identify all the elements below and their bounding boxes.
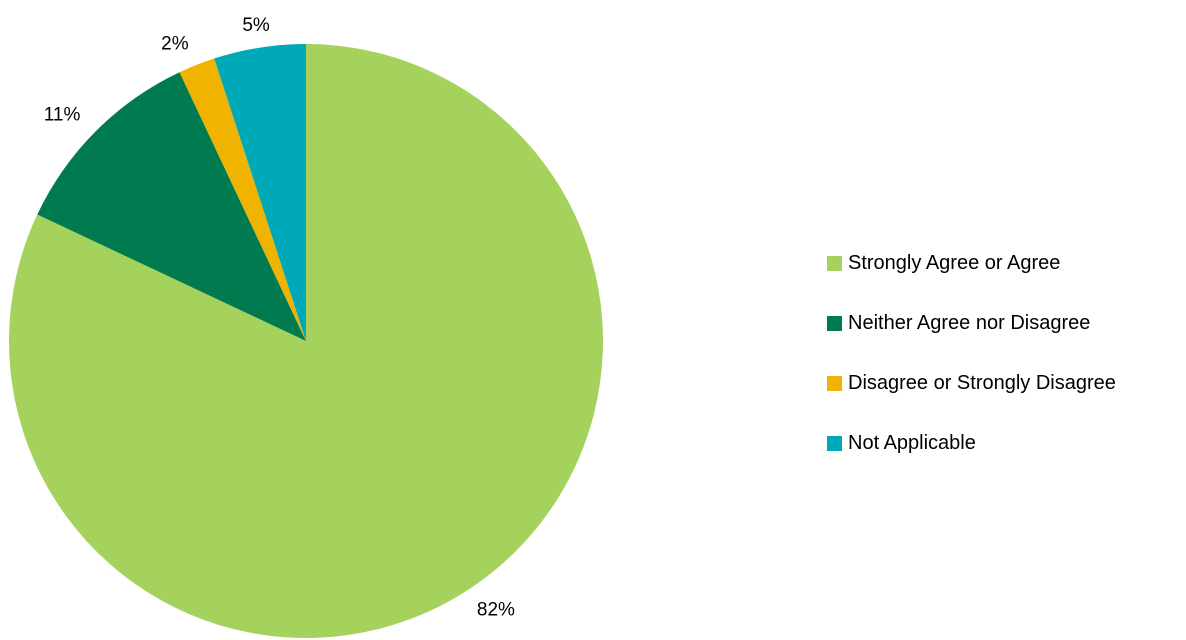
- legend-swatch-disagree: [827, 375, 842, 391]
- legend-item-strongly-agree: Strongly Agree or Agree: [827, 248, 1116, 278]
- legend-swatch-not-applicable: [827, 435, 842, 451]
- legend-label-disagree: Disagree or Strongly Disagree: [848, 371, 1116, 394]
- pie-slice-not-applicable: [214, 44, 306, 341]
- pie-slice-neither: [37, 72, 307, 342]
- data-label-neither: 11%: [44, 104, 81, 125]
- legend-item-disagree: Disagree or Strongly Disagree: [827, 368, 1116, 398]
- pie-slice-strongly-agree: [9, 44, 604, 638]
- legend-item-not-applicable: Not Applicable: [827, 428, 1116, 458]
- chart-legend: Strongly Agree or Agree Neither Agree no…: [827, 248, 1116, 488]
- data-label-not-applicable: 5%: [242, 15, 270, 36]
- legend-item-neither: Neither Agree nor Disagree: [827, 308, 1116, 338]
- legend-swatch-neither: [827, 315, 842, 331]
- data-label-disagree: 2%: [161, 33, 189, 54]
- legend-label-neither: Neither Agree nor Disagree: [848, 311, 1091, 334]
- pie-slices: [9, 44, 604, 638]
- pie-slice-disagree: [179, 58, 306, 341]
- pie-data-labels: 82% 11% 2% 5%: [44, 15, 515, 620]
- legend-swatch-strongly-agree: [827, 255, 842, 271]
- legend-label-not-applicable: Not Applicable: [848, 431, 976, 454]
- legend-label-strongly-agree: Strongly Agree or Agree: [848, 251, 1061, 274]
- data-label-strongly-agree: 82%: [477, 599, 515, 620]
